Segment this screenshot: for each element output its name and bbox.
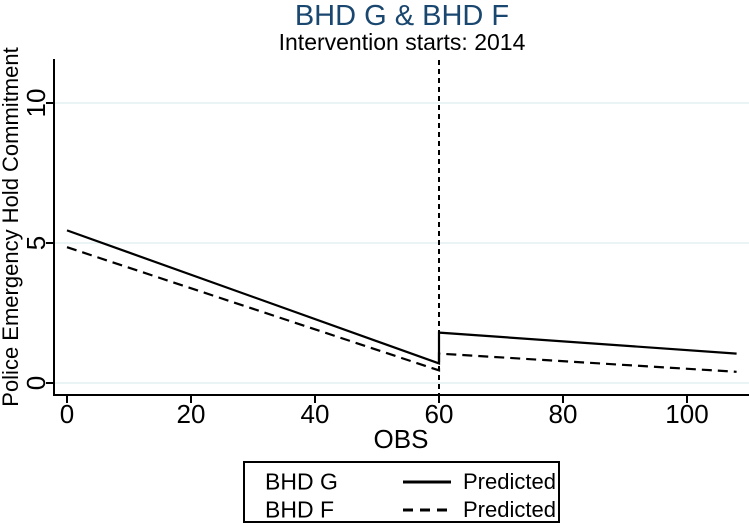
x-tick-label: 100 <box>665 399 708 429</box>
x-axis-title: OBS <box>373 424 429 454</box>
x-tick-label: 80 <box>549 399 578 429</box>
legend-dashed-line-sample <box>403 508 451 512</box>
y-axis-title: Police Emergency Hold Commitment <box>0 47 23 407</box>
legend-solid-line-sample <box>403 480 451 484</box>
legend-series-label: Predicted <box>463 469 556 494</box>
chart-title: BHD G & BHD F <box>294 0 510 32</box>
legend-series-name: BHD F <box>265 496 334 523</box>
legend: BHD G Predicted BHD F Predicted <box>243 461 560 523</box>
y-tick-label: 10 <box>21 89 51 118</box>
x-tick-label: 20 <box>177 399 206 429</box>
y-tick-label: 5 <box>21 236 51 250</box>
y-tick-label: 0 <box>21 376 51 390</box>
legend-series-label: Predicted <box>463 497 556 522</box>
legend-series-name: BHD G <box>265 468 338 495</box>
chart-subtitle: Intervention starts: 2014 <box>278 29 526 55</box>
x-tick-label: 60 <box>425 399 454 429</box>
x-tick-label: 0 <box>60 399 74 429</box>
x-tick-label: 40 <box>301 399 330 429</box>
series-line-bhd-g <box>66 229 737 365</box>
